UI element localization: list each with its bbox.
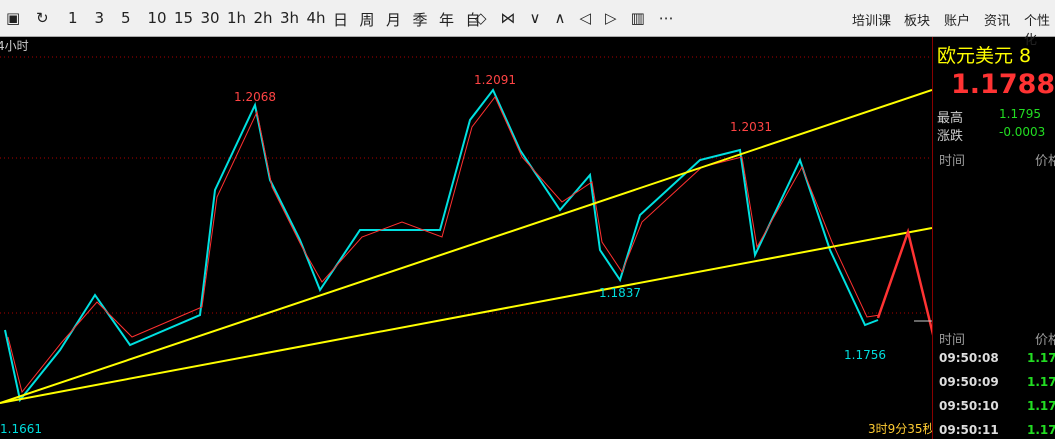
- menu-item[interactable]: 个性化: [1024, 14, 1051, 48]
- stat-label: 最高: [937, 111, 964, 126]
- price-line: [4, 88, 879, 403]
- menu-item[interactable]: 资讯: [984, 14, 1011, 29]
- period: 4小时: [0, 39, 29, 53]
- timeframe[interactable]: 15: [174, 9, 194, 27]
- countdown: 3时9分35秒: [868, 422, 932, 436]
- stat-label: 涨跌: [937, 129, 964, 144]
- timeframe[interactable]: 1h: [227, 9, 247, 27]
- menu-item[interactable]: 培训课: [852, 14, 892, 29]
- chart: 4小时 1.2068 1.2091 1.2031 1.1837 1.1756 1.1661 3…: [0, 39, 932, 436]
- column-header: 时间: [939, 154, 966, 169]
- column-header: 价格: [1035, 154, 1055, 169]
- price-label: 1.1837: [599, 286, 641, 300]
- timeframe[interactable]: 年: [439, 11, 455, 29]
- symbol: 欧元美元 8: [937, 45, 1032, 67]
- price: 1.1788/: [951, 69, 1055, 100]
- timeframe[interactable]: 10: [147, 9, 167, 27]
- timeframe[interactable]: 5: [121, 9, 131, 27]
- icon[interactable]: ↻: [36, 9, 49, 27]
- icon[interactable]: ▣: [6, 9, 21, 27]
- timeframe[interactable]: 3h: [280, 9, 300, 27]
- trend-line[interactable]: [0, 89, 932, 404]
- price-label: 1.1661: [0, 422, 42, 436]
- stat-value: -0.0003: [999, 125, 1046, 139]
- trend-line[interactable]: [0, 227, 932, 404]
- menu-item[interactable]: 板块: [904, 14, 931, 29]
- timeframe[interactable]: 日: [333, 11, 349, 29]
- tick-price: 1.1788: [1027, 423, 1055, 437]
- arrow[interactable]: [876, 227, 932, 355]
- timeframe[interactable]: 30: [200, 9, 220, 27]
- tick-price: 1.1788: [1027, 351, 1055, 365]
- timeframe[interactable]: 4h: [306, 9, 326, 27]
- stat-value: 1.1795: [999, 107, 1041, 121]
- timeframe[interactable]: 2h: [253, 9, 273, 27]
- menu-item[interactable]: 账户: [944, 14, 971, 29]
- price-label: 1.1756: [844, 348, 886, 362]
- price-label: 1.2091: [474, 73, 516, 87]
- toolbar: ▣ ↻ ◇⋈∨∧◁▷▥⋯ 1 3 5 10 15 30 1h 2h 3h 4h 日周月季年自 培训课板…: [0, 0, 1055, 48]
- timeframe[interactable]: 月: [386, 11, 402, 29]
- price-line: [7, 96, 881, 394]
- tick-time: 09:50:11: [939, 423, 999, 437]
- quote-panel: 欧元美元 81.1788/最高1.1795涨跌-0.0003时间价格时间价格09…: [932, 37, 1055, 439]
- column-header: 价格: [1035, 333, 1055, 348]
- timeframe[interactable]: 3: [94, 9, 105, 27]
- tick-time: 09:50:08: [939, 351, 999, 365]
- timeframe[interactable]: 周: [359, 11, 375, 29]
- tick-price: 1.1788: [1027, 375, 1055, 389]
- tick-time: 09:50:10: [939, 399, 999, 413]
- icons[interactable]: ◇⋈∨∧◁▷▥⋯: [475, 9, 688, 27]
- timeframe[interactable]: 自: [465, 11, 481, 29]
- price-label: 1.2031: [730, 120, 772, 134]
- grid: [0, 56, 932, 314]
- timeframe[interactable]: 1: [68, 9, 78, 27]
- timeframe[interactable]: 季: [412, 11, 428, 29]
- tick-price: 1.1788: [1027, 399, 1055, 413]
- column-header: 时间: [939, 333, 966, 348]
- price-label: 1.2068: [234, 90, 276, 104]
- tick-time: 09:50:09: [939, 375, 999, 389]
